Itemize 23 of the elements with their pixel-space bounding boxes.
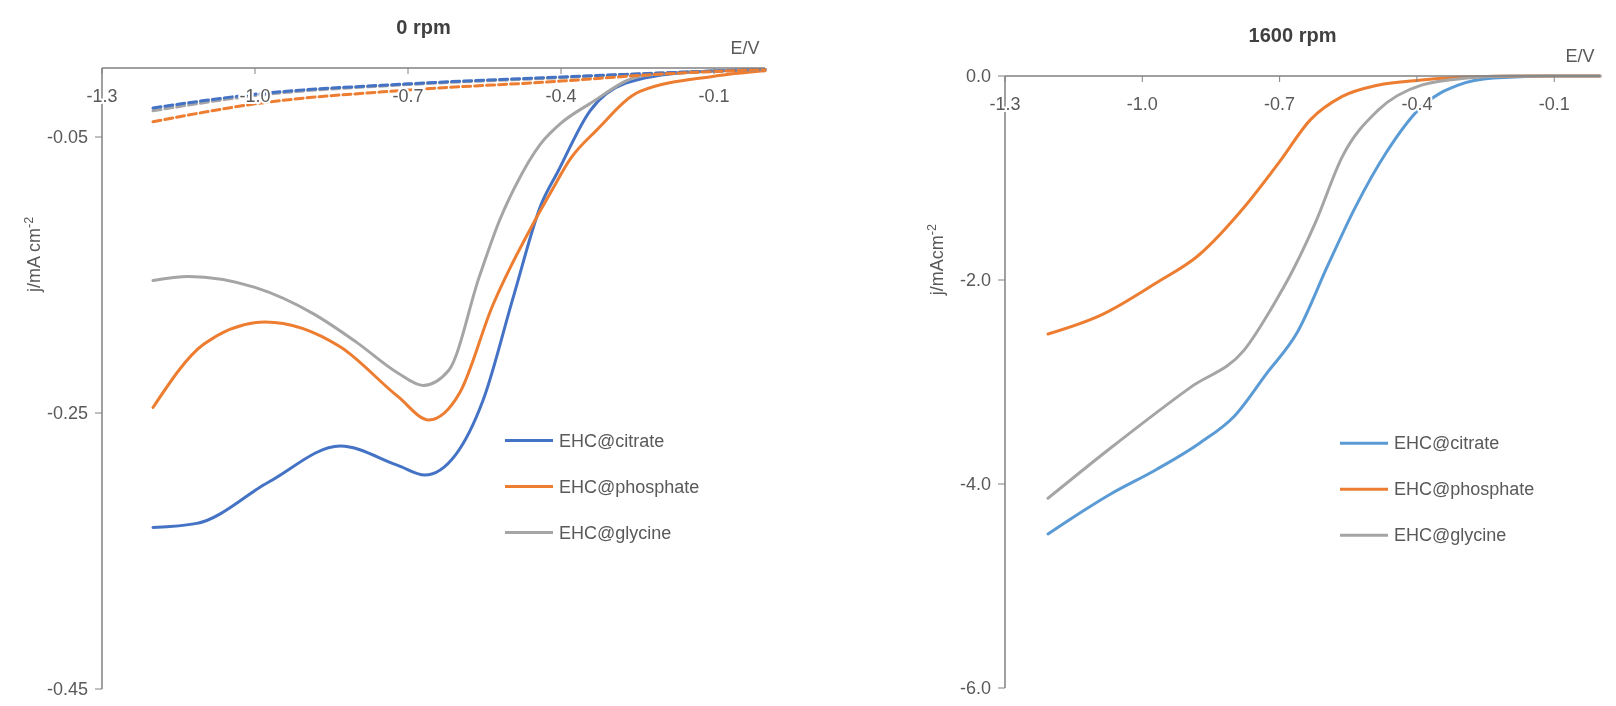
x-tick-label: -0.7 [392, 86, 424, 106]
x-tick-label: -1.0 [1126, 94, 1158, 114]
legend-label: EHC@glycine [559, 522, 672, 543]
legend-label: EHC@citrate [559, 430, 665, 451]
legend-label: EHC@phosphate [1394, 479, 1535, 500]
legend-label: EHC@citrate [1394, 433, 1500, 454]
legend-label: EHC@phosphate [559, 476, 700, 497]
x-tick-label: -0.7 [1264, 94, 1296, 114]
y-tick-label: -0.45 [46, 679, 88, 699]
legend-label: EHC@glycine [1394, 525, 1507, 546]
y-tick-label: -4.0 [959, 474, 991, 494]
y-tick-label: -0.25 [46, 403, 88, 423]
x-axis-title: E/V [1565, 46, 1595, 66]
y-tick-label: -0.05 [46, 127, 88, 147]
y-tick-label: 0.0 [965, 66, 991, 86]
y-tick-label: -2.0 [959, 270, 991, 290]
x-tick-label: -0.1 [1538, 94, 1570, 114]
x-tick-label: -0.1 [698, 86, 730, 106]
chart-title: 0 rpm [396, 16, 451, 38]
x-tick-label: -0.4 [545, 86, 577, 106]
x-axis-title: E/V [730, 38, 760, 58]
chart-title: 1600 rpm [1248, 24, 1337, 46]
y-tick-label: -6.0 [959, 678, 991, 698]
